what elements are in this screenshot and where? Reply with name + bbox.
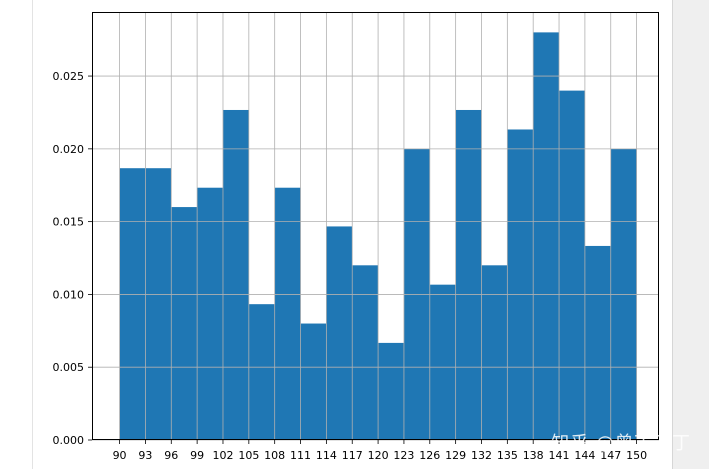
x-tick-label: 132 [471,449,492,462]
x-tick-label: 150 [626,449,647,462]
x-tick-label: 126 [419,449,440,462]
x-tick-label: 96 [164,449,178,462]
x-tick-label: 120 [368,449,389,462]
plot-border [92,12,659,440]
x-tick-label: 90 [113,449,127,462]
histogram-bar [300,323,327,440]
histogram-bar [455,109,482,440]
histogram-bar [378,342,404,440]
x-tick-label: 129 [445,449,466,462]
y-axis: 0.000 0.005 0.010 0.015 0.020 0.025 [53,70,92,447]
y-tick-label: 0.025 [53,70,85,83]
y-tick-label: 0.010 [53,288,85,301]
x-tick-label: 117 [342,449,363,462]
x-tick-label: 138 [523,449,544,462]
histogram-bar [507,129,534,440]
histogram-bar [352,265,379,440]
histogram-bar [274,187,301,440]
x-tick-label: 123 [393,449,414,462]
y-tick-label: 0.020 [53,143,85,156]
y-tick-label: 0.005 [53,361,85,374]
x-tick-label: 105 [238,449,259,462]
y-tick-label: 0.000 [53,434,85,447]
x-tick-label: 114 [316,449,337,462]
histogram-bar [197,187,223,440]
x-tick-label: 93 [138,449,152,462]
histogram-bar [429,284,456,440]
y-tick-label: 0.015 [53,216,85,229]
left-frame [0,0,33,469]
x-tick-label: 135 [497,449,518,462]
histogram-bar [533,32,560,440]
histogram-bar [481,265,508,440]
histogram-bar [559,90,585,440]
x-tick-label: 147 [600,449,621,462]
x-tick-label: 141 [549,449,570,462]
histogram-bar [326,226,353,440]
histogram-bar [119,168,146,440]
histogram-bar [222,109,249,440]
x-tick-label: 144 [574,449,595,462]
histogram-bar [248,304,275,440]
x-axis: 90 93 96 99 102 105 108 111 114 117 120 123 126 129 13… [113,440,647,462]
histogram-bar [145,168,172,440]
x-tick-label: 111 [290,449,311,462]
x-tick-label: 99 [190,449,204,462]
right-scroll-area [672,0,709,469]
grid-lines [92,12,659,441]
histogram-bar [171,207,198,440]
histogram-bar [584,245,611,440]
x-tick-label: 108 [264,449,285,462]
x-tick-label: 102 [212,449,233,462]
watermark-text: 知乎 @曾丁丁丁 [551,433,691,454]
